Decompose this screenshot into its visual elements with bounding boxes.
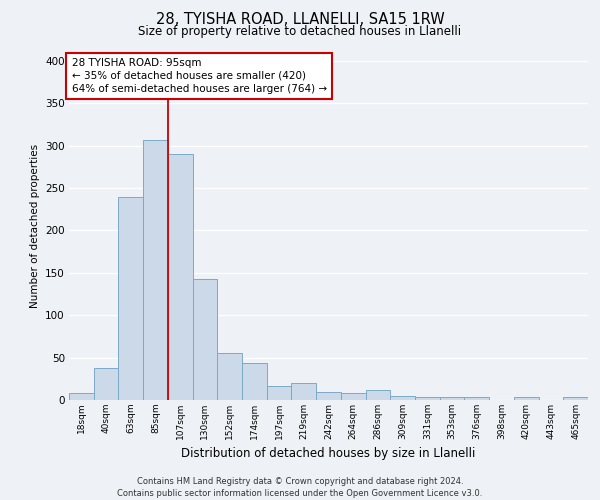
Bar [415, 398, 440, 400]
Bar [365, 390, 390, 400]
Bar [193, 279, 217, 400]
Bar [267, 386, 292, 400]
Text: Size of property relative to detached houses in Llanelli: Size of property relative to detached ho… [139, 25, 461, 38]
Bar [292, 383, 316, 400]
Bar [118, 196, 143, 400]
Y-axis label: Number of detached properties: Number of detached properties [29, 144, 40, 308]
Bar [316, 392, 341, 400]
Bar [217, 352, 242, 400]
Bar [440, 398, 464, 400]
X-axis label: Distribution of detached houses by size in Llanelli: Distribution of detached houses by size … [181, 448, 476, 460]
Bar [464, 396, 489, 400]
Bar [242, 362, 267, 400]
Bar [390, 396, 415, 400]
Bar [514, 398, 539, 400]
Bar [143, 140, 168, 400]
Text: 28, TYISHA ROAD, LLANELLI, SA15 1RW: 28, TYISHA ROAD, LLANELLI, SA15 1RW [155, 12, 445, 28]
Bar [563, 396, 588, 400]
Bar [94, 368, 118, 400]
Bar [341, 393, 365, 400]
Text: Contains HM Land Registry data © Crown copyright and database right 2024.
Contai: Contains HM Land Registry data © Crown c… [118, 476, 482, 498]
Bar [168, 154, 193, 400]
Bar [69, 393, 94, 400]
Text: 28 TYISHA ROAD: 95sqm
← 35% of detached houses are smaller (420)
64% of semi-det: 28 TYISHA ROAD: 95sqm ← 35% of detached … [71, 58, 327, 94]
